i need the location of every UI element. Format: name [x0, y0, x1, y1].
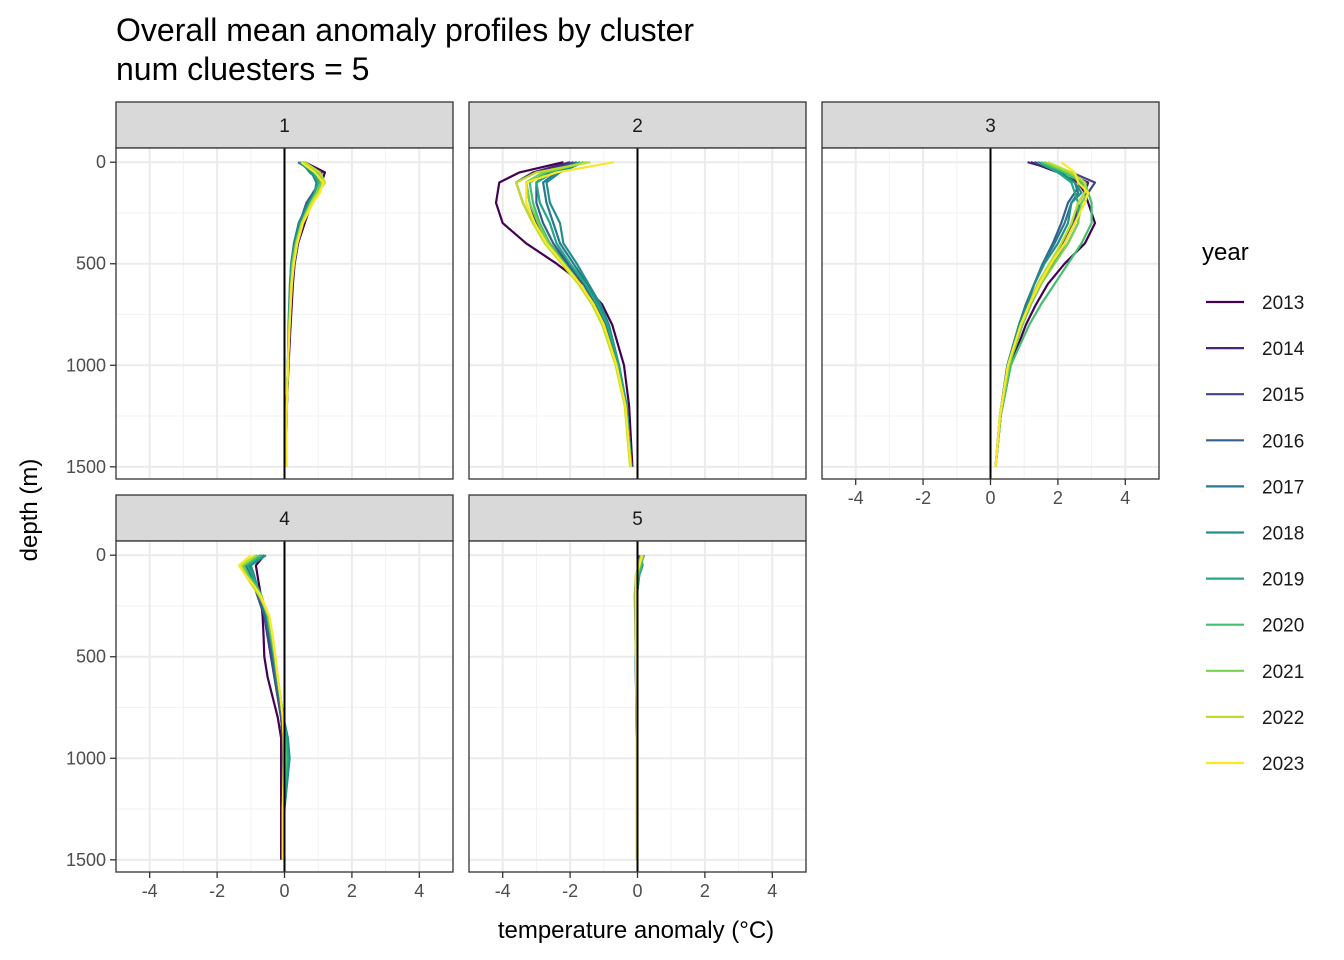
legend-entry-2017: 2017: [1206, 477, 1304, 498]
facet-panel-2: 2: [468, 101, 807, 480]
facet-strip-label: 3: [985, 116, 996, 137]
panel-border: [115, 147, 454, 480]
series-line-2019: [535, 161, 633, 467]
x-tick-label: -4: [142, 881, 158, 901]
x-tick-label: 2: [1053, 488, 1063, 508]
series-line-2023: [285, 161, 325, 467]
legend: year 2013 2014 2015 2016 2017 2018 2019 2020 202…: [1202, 239, 1305, 775]
y-tick-label: 1000: [66, 748, 106, 768]
y-axis-title: depth (m): [16, 459, 43, 562]
y-tick-label: 500: [76, 647, 106, 667]
chart-subtitle: num cluesters = 5: [116, 51, 369, 87]
x-tick-label: -2: [562, 881, 578, 901]
facet-panel-3: 3: [821, 101, 1160, 480]
legend-entry-2019: 2019: [1206, 570, 1304, 591]
legend-entry-2016: 2016: [1206, 431, 1304, 452]
legend-label: 2021: [1262, 662, 1304, 683]
series-line-2013: [494, 161, 634, 467]
legend-entry-2023: 2023: [1206, 754, 1304, 775]
facet-panel-5: 5: [468, 494, 807, 873]
y-tick-label: 1000: [66, 355, 106, 375]
legend-label: 2014: [1262, 339, 1305, 360]
facet-strip-1: [115, 101, 454, 149]
facet-strip-5: [468, 494, 807, 542]
x-tick-label: 4: [414, 881, 424, 901]
series-line-2023: [525, 161, 632, 467]
legend-title: year: [1202, 239, 1249, 266]
chart-title: Overall mean anomaly profiles by cluster: [116, 12, 694, 48]
facet-strip-label: 4: [279, 509, 290, 530]
facet-panel-1: 1: [115, 101, 454, 480]
x-tick-label: 4: [1120, 488, 1130, 508]
y-tick-label: 1500: [66, 457, 106, 477]
facet-strip-label: 2: [632, 116, 643, 137]
x-axis-title: temperature anomaly (°C): [498, 917, 774, 944]
legend-entry-2018: 2018: [1206, 524, 1304, 545]
legend-label: 2023: [1262, 754, 1304, 775]
legend-entry-2013: 2013: [1206, 293, 1304, 314]
series-line-2023: [994, 161, 1090, 467]
facet-strip-label: 5: [632, 509, 643, 530]
legend-entry-2014: 2014: [1206, 339, 1305, 360]
legend-entry-2020: 2020: [1206, 616, 1304, 637]
legend-label: 2013: [1262, 293, 1304, 314]
facet-panel-4: 4: [115, 494, 454, 873]
legend-label: 2020: [1262, 616, 1304, 637]
legend-label: 2018: [1262, 524, 1304, 545]
x-tick-label: 2: [700, 881, 710, 901]
legend-entry-2015: 2015: [1206, 385, 1304, 406]
legend-label: 2019: [1262, 570, 1304, 591]
legend-entry-2022: 2022: [1206, 708, 1304, 729]
x-tick-label: 4: [767, 881, 777, 901]
x-tick-label: 0: [632, 881, 642, 901]
series-line-2020: [994, 161, 1093, 467]
facet-strip-3: [821, 101, 1160, 149]
facet-panels: 1 2 3 4 5: [115, 101, 1160, 873]
facet-strip-4: [115, 494, 454, 542]
legend-label: 2015: [1262, 385, 1304, 406]
series-line-2013: [254, 554, 283, 860]
x-tick-label: -4: [495, 881, 511, 901]
axes: 0 500 1000 1500 -4 -2 0 2 4 0 500 1000 1500 -4 -2 0 2 4 -4…: [66, 152, 1130, 901]
x-tick-label: -2: [209, 881, 225, 901]
y-tick-label: 0: [96, 545, 106, 565]
legend-entry-2021: 2021: [1206, 662, 1304, 683]
panel-border: [468, 147, 807, 480]
facet-strip-label: 1: [279, 116, 290, 137]
y-tick-label: 0: [96, 152, 106, 172]
legend-label: 2017: [1262, 477, 1304, 498]
y-tick-label: 1500: [66, 850, 106, 870]
x-tick-label: -4: [848, 488, 864, 508]
x-tick-label: -2: [915, 488, 931, 508]
legend-label: 2022: [1262, 708, 1304, 729]
y-tick-label: 500: [76, 254, 106, 274]
x-tick-label: 2: [347, 881, 357, 901]
x-tick-label: 0: [279, 881, 289, 901]
legend-label: 2016: [1262, 431, 1304, 452]
facet-strip-2: [468, 101, 807, 149]
x-tick-label: 0: [985, 488, 995, 508]
